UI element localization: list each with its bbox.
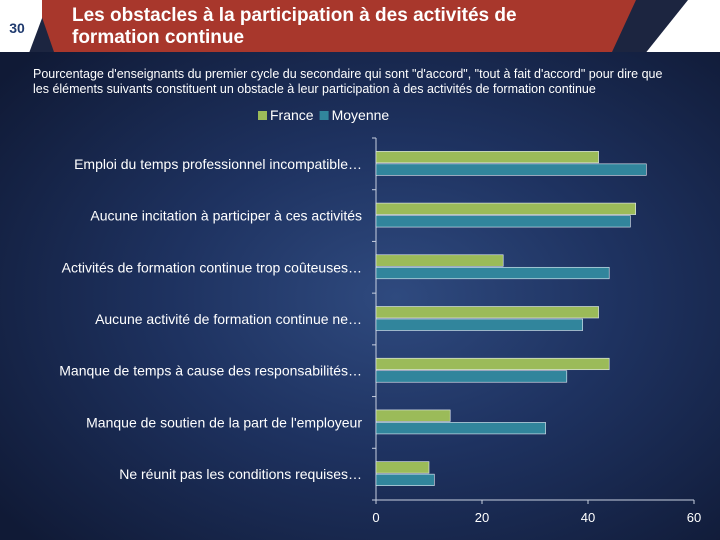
category-label: Aucune activité de formation continue ne… [95,311,362,327]
category-label: Activités de formation continue trop coû… [62,259,362,275]
bar-france [375,202,637,215]
bar-france [375,306,599,319]
bar-moyenne [375,473,435,486]
legend-swatch-moyenne [319,111,329,120]
bar-moyenne [375,163,647,176]
category-label: Manque de soutien de la part de l'employ… [86,414,362,430]
slide-number: 30 [9,20,25,36]
x-tick-label: 0 [372,510,379,525]
category-label: Emploi du temps professionnel incompatib… [74,156,362,172]
bar-france [375,409,451,422]
x-tick-label: 20 [475,510,489,525]
legend-label-france: France [270,107,314,123]
bar-france [375,461,430,474]
title-banner [36,0,636,52]
bar-france [375,151,599,164]
legend-swatch-france [258,111,267,120]
category-label: Manque de temps à cause des responsabili… [59,363,362,379]
bar-moyenne [375,318,583,331]
bar-moyenne [375,370,568,383]
bar-moyenne [375,422,546,435]
bar-moyenne [375,266,610,280]
x-tick-label: 60 [687,510,701,525]
bar-moyenne [375,215,631,228]
category-label: Aucune incitation à participer à ces act… [90,208,362,224]
page-title: Les obstacles à la participation à des a… [72,5,517,48]
legend-label-moyenne: Moyenne [332,107,390,123]
bar-france [375,254,504,267]
x-tick-label: 40 [581,510,595,525]
chart-subtitle: Pourcentage d'enseignants du premier cyc… [33,67,663,96]
bar-france [375,357,610,371]
category-label: Ne réunit pas les conditions requises… [119,466,362,482]
